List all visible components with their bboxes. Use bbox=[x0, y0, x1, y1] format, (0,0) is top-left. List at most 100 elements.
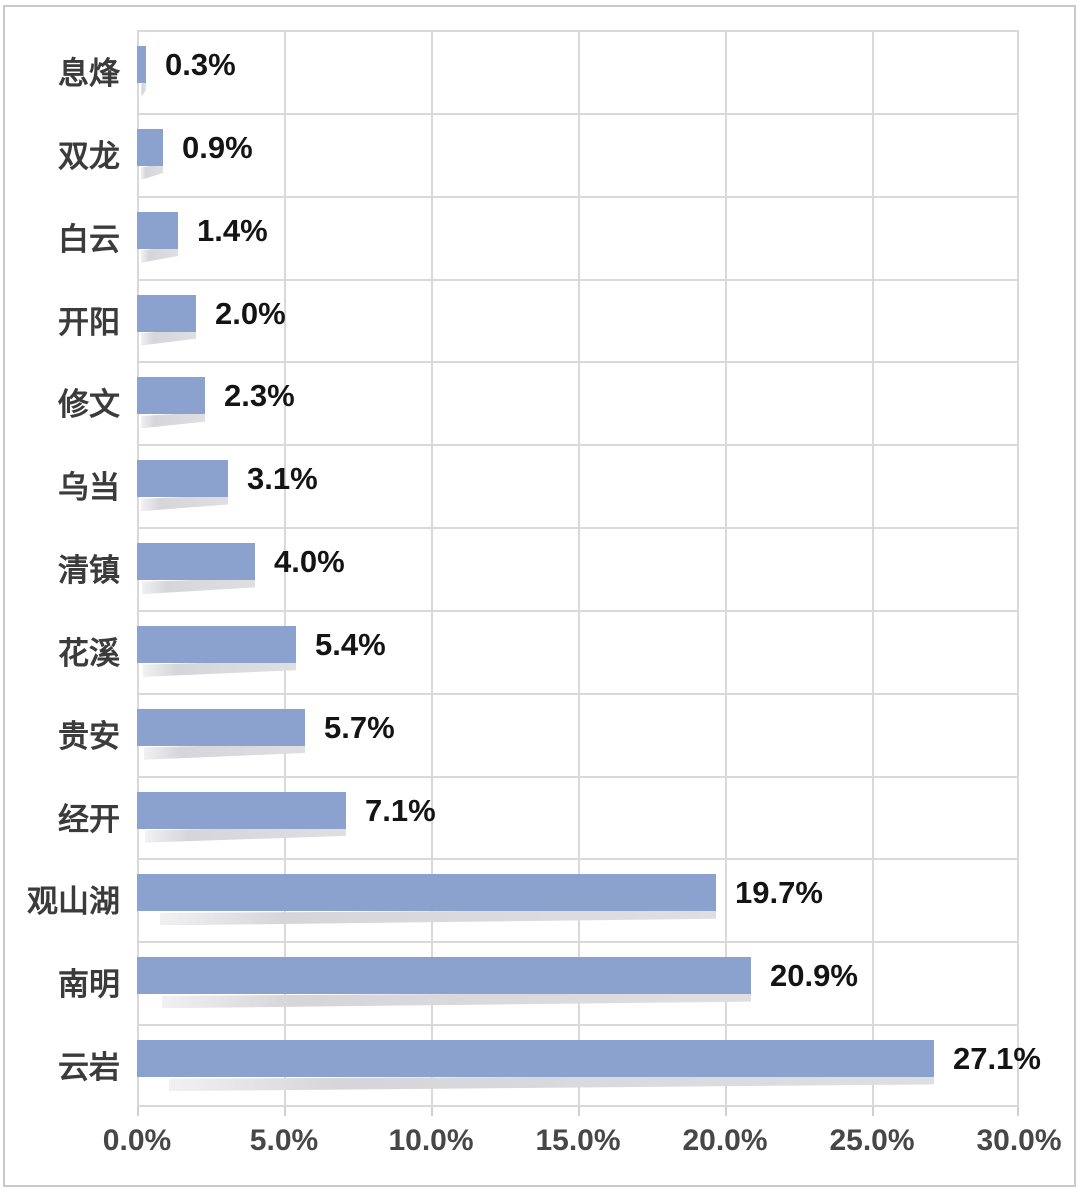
horizontal-gridline bbox=[137, 610, 1019, 612]
axis-tick bbox=[431, 1107, 433, 1116]
bar-花溪 bbox=[137, 625, 296, 663]
bar-shadow bbox=[141, 81, 146, 97]
horizontal-gridline bbox=[137, 1105, 1019, 1107]
value-label: 3.1% bbox=[247, 461, 318, 497]
value-label: 1.4% bbox=[197, 212, 268, 248]
category-label-修文: 修文 bbox=[58, 387, 120, 423]
chart-row: 27.1% bbox=[137, 1024, 1041, 1107]
chart-row: 2.3% bbox=[137, 361, 1019, 444]
value-label: 2.0% bbox=[215, 295, 286, 331]
bar-shadow bbox=[160, 909, 716, 926]
axis-tick bbox=[578, 1107, 580, 1116]
chart-row: 0.3% bbox=[137, 30, 1019, 113]
chart-row: 4.0% bbox=[137, 527, 1019, 610]
horizontal-gridline bbox=[137, 113, 1019, 115]
bar-开阳 bbox=[137, 294, 196, 332]
bar-修文 bbox=[137, 377, 205, 415]
value-label: 19.7% bbox=[735, 875, 823, 911]
bar-shadow bbox=[142, 578, 255, 595]
x-axis-label: 15.0% bbox=[535, 1124, 621, 1157]
category-label-白云: 白云 bbox=[58, 221, 120, 257]
bar-云岩 bbox=[137, 1040, 934, 1078]
plot-area: 0.3% 0.9% 1.4% 2.0% 2.3% 3.1% 4.0% 5.4% 5.7% 7.1%… bbox=[137, 30, 1041, 1116]
horizontal-gridline bbox=[137, 693, 1019, 695]
bar-shadow bbox=[141, 412, 205, 429]
horizontal-gridline bbox=[137, 30, 1019, 32]
category-label-清镇: 清镇 bbox=[58, 553, 120, 589]
value-label: 27.1% bbox=[953, 1041, 1041, 1077]
vertical-gridline bbox=[725, 30, 727, 1107]
bar-shadow bbox=[143, 660, 296, 677]
category-label-开阳: 开阳 bbox=[58, 304, 120, 340]
chart-row: 3.1% bbox=[137, 444, 1019, 527]
axis-tick bbox=[284, 1107, 286, 1116]
x-axis-label: 20.0% bbox=[682, 1124, 768, 1157]
category-label-经开: 经开 bbox=[58, 801, 120, 837]
bar-南明 bbox=[137, 957, 751, 995]
horizontal-gridline bbox=[137, 527, 1019, 529]
category-label-息烽: 息烽 bbox=[58, 56, 120, 91]
horizontal-gridline bbox=[137, 361, 1019, 363]
bar-贵安 bbox=[137, 708, 305, 746]
horizontal-gridline bbox=[137, 196, 1019, 198]
bar-shadow bbox=[162, 992, 751, 1009]
chart-row: 20.9% bbox=[137, 941, 1019, 1024]
category-label-双龙: 双龙 bbox=[58, 138, 120, 174]
bar-白云 bbox=[137, 211, 178, 249]
bar-清镇 bbox=[137, 543, 255, 581]
bar-乌当 bbox=[137, 460, 228, 498]
vertical-gridline bbox=[284, 30, 286, 1107]
x-axis-label: 5.0% bbox=[249, 1124, 319, 1157]
axis-tick bbox=[872, 1107, 874, 1116]
chart-row: 0.9% bbox=[137, 113, 1019, 196]
category-label-云岩: 云岩 bbox=[58, 1050, 120, 1086]
value-label: 5.4% bbox=[315, 626, 386, 662]
horizontal-gridline bbox=[137, 444, 1019, 446]
vertical-gridline bbox=[1017, 30, 1019, 1107]
bar-息烽 bbox=[137, 46, 146, 83]
bar-shadow bbox=[141, 246, 178, 263]
vertical-gridline bbox=[872, 30, 874, 1107]
value-label: 0.9% bbox=[182, 129, 253, 165]
chart-row: 19.7% bbox=[137, 858, 1019, 941]
category-label-南明: 南明 bbox=[58, 967, 120, 1003]
horizontal-gridline bbox=[137, 279, 1019, 281]
chart-row: 7.1% bbox=[137, 776, 1019, 859]
bar-shadow bbox=[145, 826, 346, 843]
chart-row: 5.7% bbox=[137, 693, 1019, 776]
axis-tick bbox=[137, 1107, 139, 1116]
value-label: 4.0% bbox=[274, 544, 345, 580]
value-label: 2.3% bbox=[224, 378, 295, 414]
chart-row: 5.4% bbox=[137, 610, 1019, 693]
bar-shadow bbox=[141, 495, 228, 512]
value-label: 5.7% bbox=[324, 709, 395, 745]
horizontal-gridline bbox=[137, 941, 1019, 943]
x-axis-label: 25.0% bbox=[829, 1124, 915, 1157]
x-axis-label: 10.0% bbox=[388, 1124, 474, 1157]
horizontal-gridline bbox=[137, 858, 1019, 860]
x-axis-label: 0.0% bbox=[102, 1124, 172, 1157]
bar-shadow bbox=[141, 329, 196, 346]
value-label: 20.9% bbox=[770, 958, 858, 994]
bar-双龙 bbox=[137, 128, 163, 166]
value-label: 7.1% bbox=[365, 792, 436, 828]
bar-经开 bbox=[137, 791, 346, 829]
horizontal-gridline bbox=[137, 1024, 1019, 1026]
vertical-gridline bbox=[578, 30, 580, 1107]
horizontal-gridline bbox=[137, 776, 1019, 778]
axis-tick bbox=[725, 1107, 727, 1116]
bar-观山湖 bbox=[137, 874, 716, 912]
category-label-观山湖: 观山湖 bbox=[27, 884, 120, 920]
bar-shadow bbox=[141, 163, 163, 180]
x-axis-label: 30.0% bbox=[976, 1124, 1062, 1157]
bar-shadow bbox=[144, 743, 305, 760]
chart-row: 1.4% bbox=[137, 196, 1019, 279]
axis-tick bbox=[1017, 1107, 1019, 1116]
vertical-gridline bbox=[431, 30, 433, 1107]
category-label-乌当: 乌当 bbox=[58, 470, 120, 506]
value-label: 0.3% bbox=[165, 47, 236, 82]
category-label-花溪: 花溪 bbox=[58, 635, 120, 671]
chart-row: 2.0% bbox=[137, 279, 1019, 362]
category-label-贵安: 贵安 bbox=[58, 718, 120, 754]
